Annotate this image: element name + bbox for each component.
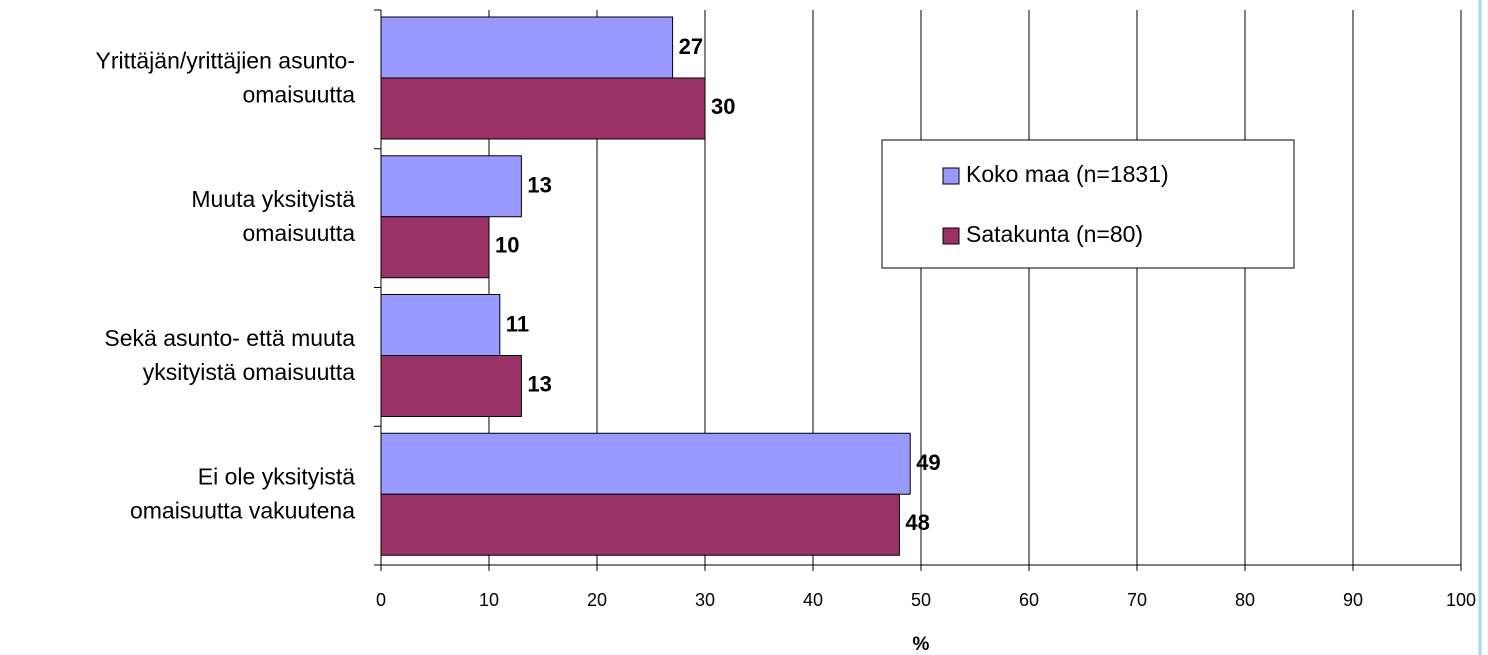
legend-label: Koko maa (n=1831): [966, 161, 1169, 187]
y-tick-label: omaisuutta vakuutena: [130, 498, 355, 524]
value-label: 11: [506, 311, 529, 336]
x-tick-label: 40: [803, 590, 823, 610]
x-tick-label: 30: [695, 590, 715, 610]
bar: [380, 432, 911, 495]
x-tick-label: 80: [1235, 590, 1255, 610]
y-tick-label: omaisuutta: [242, 81, 355, 107]
x-tick-label: 70: [1127, 590, 1147, 610]
x-axis-title: %: [913, 634, 930, 655]
bar: [380, 155, 522, 218]
y-tick-label: yksityistä omaisuutta: [143, 359, 355, 385]
value-label: 30: [711, 94, 735, 119]
x-tick-label: 50: [911, 590, 931, 610]
legend-label: Satakunta (n=80): [966, 221, 1143, 247]
legend-swatch: [942, 167, 960, 185]
y-tick-label: Muuta yksityistä: [191, 186, 355, 212]
legend-swatch: [942, 227, 960, 245]
value-label: 49: [916, 450, 940, 475]
x-tick-label: 60: [1019, 590, 1039, 610]
y-tick-label: Ei ole yksityistä: [198, 464, 355, 490]
value-label: 48: [905, 510, 929, 535]
y-tick-label: omaisuutta: [242, 220, 355, 246]
y-tick-label: Yrittäjän/yrittäjien asunto-: [95, 47, 355, 73]
value-label: 13: [527, 371, 551, 396]
bar: [380, 216, 490, 279]
bar: [380, 493, 900, 556]
bar: [380, 77, 706, 140]
x-tick-label: 90: [1343, 590, 1363, 610]
y-tick-label: Sekä asunto- että muuta: [104, 325, 355, 351]
x-tick-label: 0: [376, 590, 386, 610]
value-label: 13: [527, 173, 551, 198]
bar: [380, 355, 522, 417]
bar: [380, 294, 501, 356]
x-tick-label: 10: [479, 590, 499, 610]
bar: [380, 16, 674, 79]
legend: [881, 139, 1295, 269]
value-label: 27: [679, 34, 703, 59]
x-tick-label: 20: [587, 590, 607, 610]
x-tick-label: 100: [1446, 590, 1476, 610]
value-label: 10: [495, 233, 519, 258]
